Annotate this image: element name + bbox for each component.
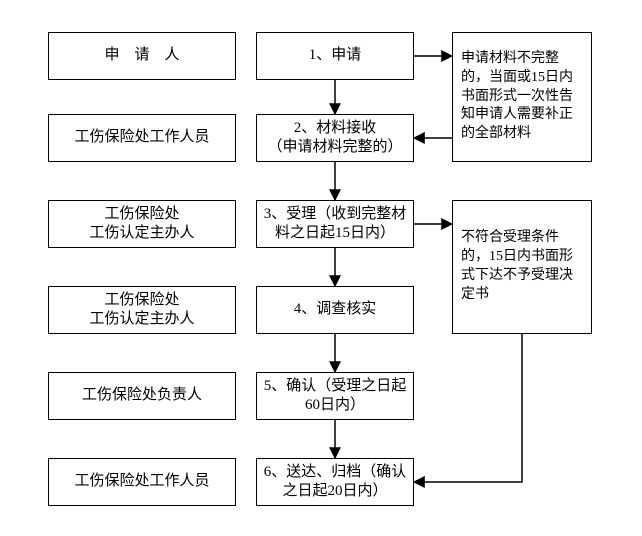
- actor-box-staff-deliver: 工伤保险处工作人员: [48, 458, 236, 506]
- step-box-1-apply: 1、申请: [256, 32, 414, 80]
- step-box-4-investigate: 4、调查核实: [256, 286, 414, 334]
- actor-box-applicant: 申 请 人: [48, 32, 236, 80]
- step-box-2-receive: 2、材料接收 （申请材料完整的）: [256, 114, 414, 162]
- actor-box-organizer-investigate: 工伤保险处 工伤认定主办人: [48, 286, 236, 334]
- step-box-5-confirm: 5、确认（受理之日起60日内）: [256, 372, 414, 420]
- actor-box-staff-receive: 工伤保险处工作人员: [48, 114, 236, 162]
- step-box-3-accept: 3、受理（收到完整材料之日起15日内）: [256, 200, 414, 248]
- actor-box-supervisor: 工伤保险处负责人: [48, 372, 236, 420]
- note-box-reject-acceptance: 不符合受理条件的，15日内书面形式下达不予受理决定书: [452, 200, 592, 334]
- note-box-incomplete-materials: 申请材料不完整的，当面或15日内书面形式一次性告知申请人需要补正的全部材料: [452, 32, 592, 162]
- actor-box-organizer-accept: 工伤保险处 工伤认定主办人: [48, 200, 236, 248]
- step-box-6-deliver: 6、送达、归档（确认之日起20日内）: [256, 458, 414, 506]
